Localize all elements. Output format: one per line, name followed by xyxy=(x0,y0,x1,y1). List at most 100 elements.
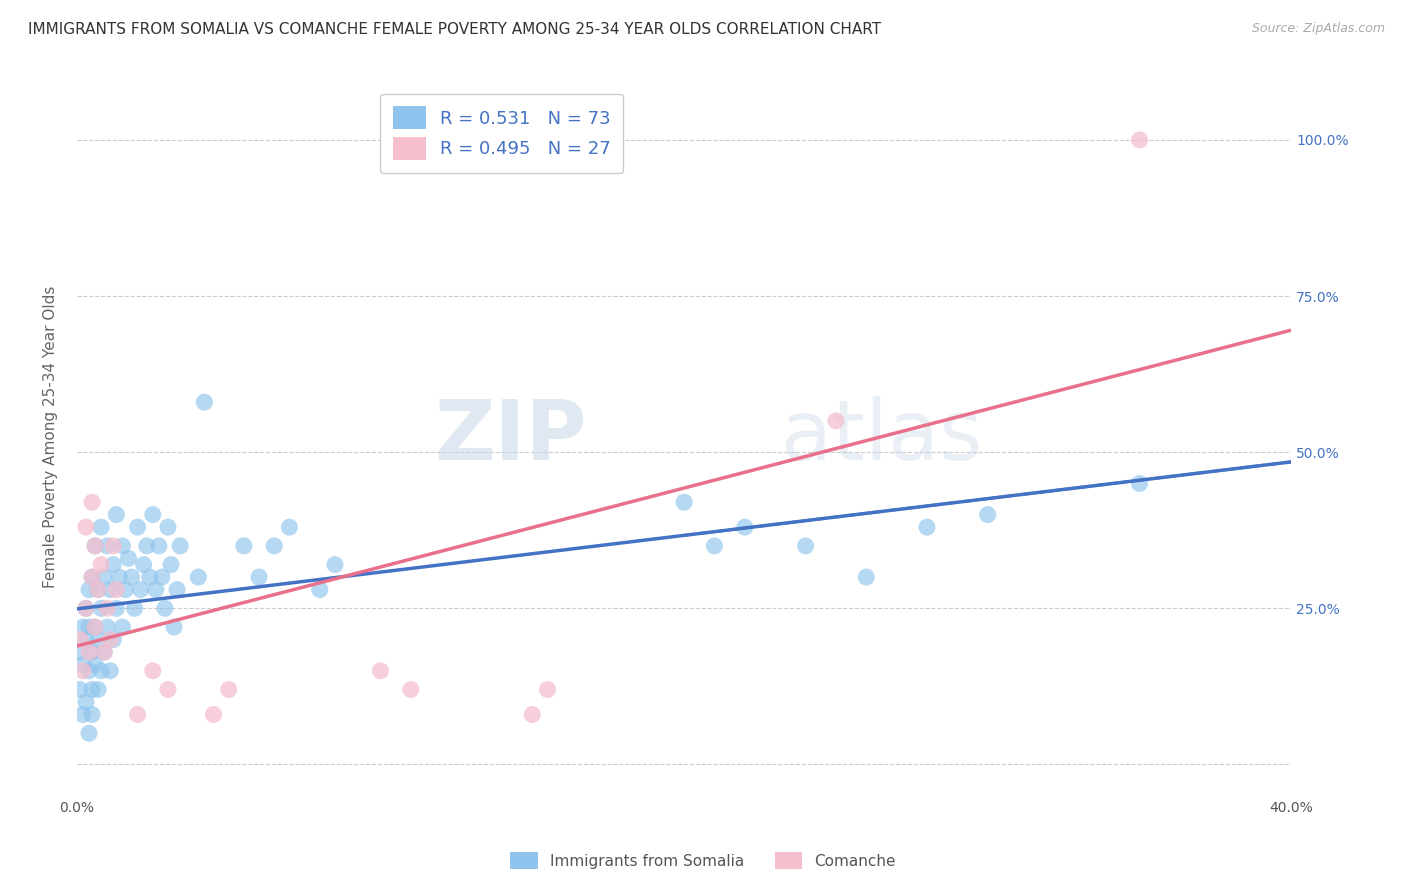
Point xyxy=(163,620,186,634)
Point xyxy=(93,570,115,584)
Point xyxy=(915,520,938,534)
Point xyxy=(145,582,167,597)
Text: ZIP: ZIP xyxy=(434,396,586,477)
Point xyxy=(80,707,103,722)
Point xyxy=(169,539,191,553)
Point xyxy=(77,620,100,634)
Point xyxy=(536,682,558,697)
Point xyxy=(98,632,121,647)
Point xyxy=(794,539,817,553)
Point xyxy=(127,707,149,722)
Point xyxy=(734,520,756,534)
Point xyxy=(75,601,97,615)
Point xyxy=(84,620,107,634)
Point xyxy=(72,707,94,722)
Point xyxy=(75,632,97,647)
Point xyxy=(124,601,146,615)
Point xyxy=(84,620,107,634)
Point xyxy=(247,570,270,584)
Point xyxy=(96,620,118,634)
Point xyxy=(77,582,100,597)
Point xyxy=(142,664,165,678)
Point xyxy=(80,570,103,584)
Point xyxy=(142,508,165,522)
Point xyxy=(93,645,115,659)
Point xyxy=(87,632,110,647)
Point xyxy=(80,645,103,659)
Point xyxy=(1128,133,1150,147)
Point xyxy=(111,539,134,553)
Point xyxy=(98,664,121,678)
Point xyxy=(156,520,179,534)
Point xyxy=(121,570,143,584)
Point xyxy=(84,539,107,553)
Point xyxy=(80,682,103,697)
Text: atlas: atlas xyxy=(782,396,983,477)
Point xyxy=(105,508,128,522)
Point xyxy=(72,620,94,634)
Point xyxy=(263,539,285,553)
Point xyxy=(87,582,110,597)
Point xyxy=(84,539,107,553)
Point xyxy=(703,539,725,553)
Point xyxy=(308,582,330,597)
Point xyxy=(135,539,157,553)
Point xyxy=(114,582,136,597)
Point xyxy=(202,707,225,722)
Point xyxy=(103,558,125,572)
Point xyxy=(77,726,100,740)
Point xyxy=(1128,476,1150,491)
Point xyxy=(187,570,209,584)
Y-axis label: Female Poverty Among 25-34 Year Olds: Female Poverty Among 25-34 Year Olds xyxy=(44,285,58,588)
Point xyxy=(105,582,128,597)
Point xyxy=(193,395,215,409)
Point xyxy=(129,582,152,597)
Text: Source: ZipAtlas.com: Source: ZipAtlas.com xyxy=(1251,22,1385,36)
Point xyxy=(96,539,118,553)
Point xyxy=(75,601,97,615)
Point xyxy=(98,582,121,597)
Point xyxy=(80,570,103,584)
Point xyxy=(132,558,155,572)
Point xyxy=(148,539,170,553)
Point xyxy=(69,632,91,647)
Point xyxy=(105,601,128,615)
Point xyxy=(77,645,100,659)
Point xyxy=(673,495,696,509)
Point xyxy=(156,682,179,697)
Point xyxy=(103,632,125,647)
Point xyxy=(399,682,422,697)
Point xyxy=(323,558,346,572)
Point xyxy=(90,558,112,572)
Point xyxy=(90,601,112,615)
Point xyxy=(855,570,877,584)
Point xyxy=(218,682,240,697)
Point xyxy=(977,508,1000,522)
Point xyxy=(75,695,97,709)
Legend: Immigrants from Somalia, Comanche: Immigrants from Somalia, Comanche xyxy=(503,846,903,875)
Point xyxy=(80,495,103,509)
Point xyxy=(69,682,91,697)
Point xyxy=(90,520,112,534)
Point xyxy=(278,520,301,534)
Point xyxy=(117,551,139,566)
Point xyxy=(84,657,107,672)
Point xyxy=(72,657,94,672)
Point xyxy=(153,601,176,615)
Point xyxy=(522,707,544,722)
Point xyxy=(75,520,97,534)
Point xyxy=(127,520,149,534)
Point xyxy=(87,582,110,597)
Point xyxy=(96,601,118,615)
Point xyxy=(72,664,94,678)
Text: IMMIGRANTS FROM SOMALIA VS COMANCHE FEMALE POVERTY AMONG 25-34 YEAR OLDS CORRELA: IMMIGRANTS FROM SOMALIA VS COMANCHE FEMA… xyxy=(28,22,882,37)
Point xyxy=(370,664,392,678)
Point xyxy=(160,558,183,572)
Point xyxy=(166,582,188,597)
Point xyxy=(150,570,173,584)
Point xyxy=(138,570,160,584)
Point xyxy=(69,645,91,659)
Point xyxy=(232,539,254,553)
Point xyxy=(87,682,110,697)
Point xyxy=(111,620,134,634)
